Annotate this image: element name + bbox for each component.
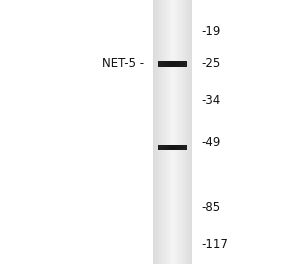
Bar xyxy=(181,61,183,67)
Bar xyxy=(186,0,187,264)
Bar xyxy=(174,61,175,67)
Text: -49: -49 xyxy=(201,136,220,149)
Text: -34: -34 xyxy=(201,93,220,106)
Bar xyxy=(191,0,192,264)
Bar xyxy=(173,0,174,264)
Bar xyxy=(182,0,183,264)
Bar xyxy=(170,145,171,150)
Bar xyxy=(167,61,168,67)
Bar xyxy=(153,0,154,264)
Bar xyxy=(183,61,184,67)
Bar xyxy=(177,145,178,150)
Bar xyxy=(174,145,175,150)
Bar xyxy=(178,61,180,67)
Bar xyxy=(171,0,173,264)
Bar xyxy=(178,0,179,264)
Bar xyxy=(180,61,181,67)
Bar xyxy=(164,145,166,150)
Bar xyxy=(177,61,178,67)
Bar xyxy=(170,61,171,67)
Bar xyxy=(181,145,183,150)
Bar xyxy=(174,0,175,264)
Bar xyxy=(188,0,190,264)
Bar xyxy=(190,0,191,264)
Bar xyxy=(160,61,161,67)
Bar xyxy=(175,145,177,150)
Bar xyxy=(187,0,188,264)
Bar xyxy=(184,61,185,67)
Bar xyxy=(180,145,181,150)
Bar xyxy=(163,0,165,264)
Bar xyxy=(154,0,155,264)
Bar xyxy=(158,0,159,264)
Bar xyxy=(178,145,180,150)
Bar xyxy=(170,0,171,264)
Bar xyxy=(179,0,181,264)
Bar xyxy=(155,0,157,264)
Bar xyxy=(175,61,177,67)
Bar xyxy=(165,0,166,264)
Bar xyxy=(168,145,170,150)
Bar xyxy=(171,61,173,67)
Bar xyxy=(173,61,174,67)
Bar xyxy=(181,0,182,264)
Bar xyxy=(162,0,163,264)
Bar xyxy=(168,61,170,67)
Bar xyxy=(160,145,161,150)
Bar xyxy=(164,61,166,67)
Bar xyxy=(166,0,167,264)
Bar xyxy=(167,0,169,264)
Bar xyxy=(157,0,158,264)
Text: -19: -19 xyxy=(201,25,220,38)
Bar xyxy=(158,61,160,67)
Text: -85: -85 xyxy=(201,201,220,214)
Bar xyxy=(161,0,162,264)
Bar xyxy=(175,0,177,264)
Bar xyxy=(167,145,168,150)
Bar xyxy=(159,0,161,264)
Bar xyxy=(177,0,178,264)
Bar xyxy=(166,61,167,67)
Bar xyxy=(161,145,163,150)
Text: -117: -117 xyxy=(201,238,228,251)
Bar xyxy=(166,145,167,150)
Bar xyxy=(161,61,163,67)
Bar xyxy=(163,61,164,67)
Bar xyxy=(185,145,187,150)
Bar xyxy=(185,61,187,67)
Bar xyxy=(171,145,173,150)
Bar xyxy=(183,0,185,264)
Bar xyxy=(173,145,174,150)
Bar xyxy=(158,145,160,150)
Bar xyxy=(185,0,186,264)
Bar xyxy=(184,145,185,150)
Bar xyxy=(169,0,170,264)
Text: -25: -25 xyxy=(201,58,220,70)
Bar xyxy=(163,145,164,150)
Text: NET-5 -: NET-5 - xyxy=(102,58,144,70)
Bar xyxy=(183,145,184,150)
